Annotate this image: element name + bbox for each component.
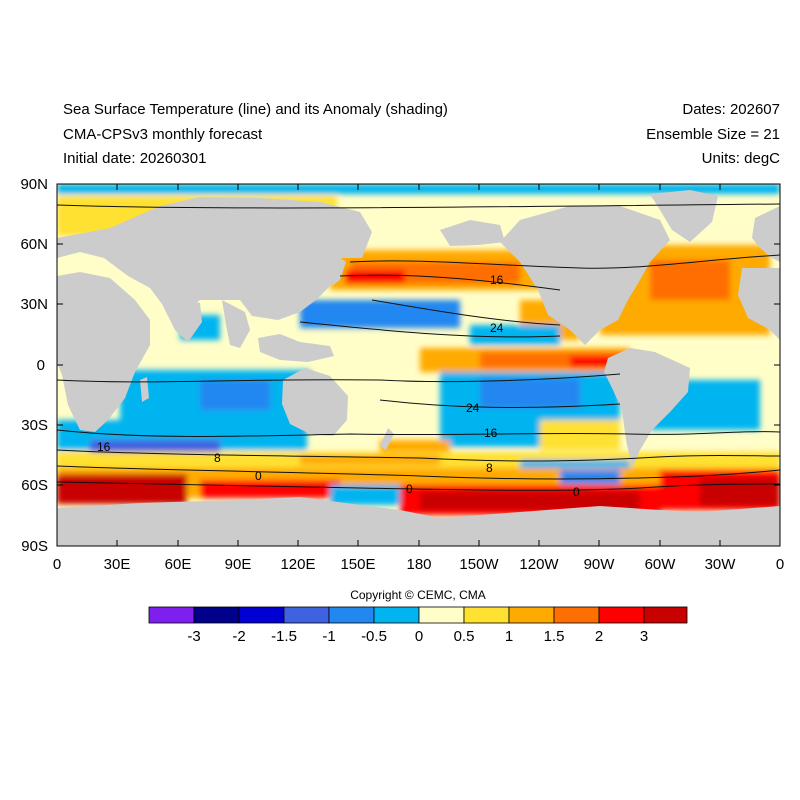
map-title: Sea Surface Temperature (line) and its A… <box>63 101 448 118</box>
lat-tick-label: 60N <box>20 236 48 253</box>
japan <box>332 256 346 286</box>
colorbar-label: -1 <box>322 628 335 645</box>
colorbar-labels: -3 -2 -1.5 -1 -0.5 0 0.5 1 1.5 2 3 <box>187 628 648 645</box>
colorbar-swatch <box>283 606 330 624</box>
lon-tick-label: 30E <box>104 556 131 573</box>
africa <box>57 272 150 432</box>
new-zealand <box>380 428 394 450</box>
colorbar-swatch <box>193 606 240 624</box>
north-america <box>500 206 670 345</box>
colorbar-label: -0.5 <box>361 628 387 645</box>
colorbar-label: 2 <box>595 628 603 645</box>
colorbar-label: -2 <box>232 628 245 645</box>
south-america <box>604 348 690 468</box>
colorbar-label: 1.5 <box>544 628 565 645</box>
contour-label: 24 <box>490 321 504 335</box>
colorbar-label: 3 <box>640 628 648 645</box>
southeast-asia <box>222 300 250 348</box>
contour-label: 16 <box>490 273 504 287</box>
maritime-continent <box>258 334 334 362</box>
africa-west <box>738 268 780 340</box>
lon-tick-label: 150E <box>340 556 375 573</box>
copyright-notice: Copyright © CEMC, CMA <box>350 588 486 602</box>
contour-label: 0 <box>406 482 413 496</box>
forecast-model: CMA-CPSv3 monthly forecast <box>63 126 263 143</box>
forecast-dates: Dates: 202607 <box>682 101 780 118</box>
anomaly-shading <box>57 184 780 515</box>
lat-tick-label: 60S <box>21 477 48 494</box>
colorbar-swatch <box>508 606 555 624</box>
colorbar-swatch <box>463 606 510 624</box>
colorbar-swatch <box>418 606 465 624</box>
lat-tick-label: 0 <box>37 357 45 374</box>
lon-tick-label: 180 <box>406 556 431 573</box>
colorbar-label: -3 <box>187 628 200 645</box>
eurasia <box>57 197 372 320</box>
land-masses <box>57 190 780 546</box>
colorbar-swatch <box>328 606 375 624</box>
units-label: Units: degC <box>701 150 780 167</box>
lon-tick-label: 90E <box>225 556 252 573</box>
contour-label: 24 <box>466 401 480 415</box>
eurasia-west <box>752 206 780 262</box>
colorbar-swatch <box>238 606 285 624</box>
colorbar-swatch <box>598 606 645 624</box>
contour-label: 0 <box>573 485 580 499</box>
alaska <box>440 220 505 246</box>
lat-axis <box>57 183 780 547</box>
initial-date: Initial date: 20260301 <box>63 150 207 167</box>
antarctica <box>57 497 780 546</box>
lon-tick-label: 120W <box>519 556 559 573</box>
australia <box>282 368 348 436</box>
contour-label: 16 <box>97 440 111 454</box>
lon-tick-label: 30W <box>705 556 737 573</box>
contour-label: 16 <box>484 426 498 440</box>
sst-contours <box>57 203 780 491</box>
lon-tick-label: 0 <box>53 556 61 573</box>
ensemble-size: Ensemble Size = 21 <box>646 126 780 143</box>
lon-tick-labels: 0 30E 60E 90E 120E 150E 180 150W 120W 90… <box>53 556 784 573</box>
colorbar-label: 1 <box>505 628 513 645</box>
contour-label: 8 <box>486 461 493 475</box>
colorbar-swatch <box>553 606 600 624</box>
lon-tick-label: 60E <box>165 556 192 573</box>
india <box>162 300 202 342</box>
lon-tick-label: 150W <box>459 556 499 573</box>
contour-label: 0 <box>255 469 262 483</box>
lat-tick-labels: 90N 60N 30N 0 30S 60S 90S <box>20 176 48 555</box>
lat-tick-label: 30S <box>21 417 48 434</box>
colorbar-label: 0 <box>415 628 423 645</box>
lat-tick-label: 30N <box>20 296 48 313</box>
colorbar-swatch <box>643 606 688 624</box>
lat-tick-label: 90S <box>21 538 48 555</box>
colorbar-swatch <box>373 606 420 624</box>
colorbar-label: -1.5 <box>271 628 297 645</box>
lon-tick-label: 90W <box>584 556 616 573</box>
colorbar-swatch <box>148 606 195 624</box>
contour-label: 8 <box>214 451 221 465</box>
lat-tick-label: 90N <box>20 176 48 193</box>
madagascar <box>140 377 149 402</box>
greenland <box>650 190 718 242</box>
lon-tick-label: 60W <box>645 556 677 573</box>
contour-labels: 16 24 24 16 16 8 8 0 0 0 <box>97 273 580 499</box>
lon-axis <box>56 184 781 546</box>
colorbar <box>148 606 688 624</box>
colorbar-label: 0.5 <box>454 628 475 645</box>
lon-tick-label: 120E <box>280 556 315 573</box>
lon-tick-label: 0 <box>776 556 784 573</box>
